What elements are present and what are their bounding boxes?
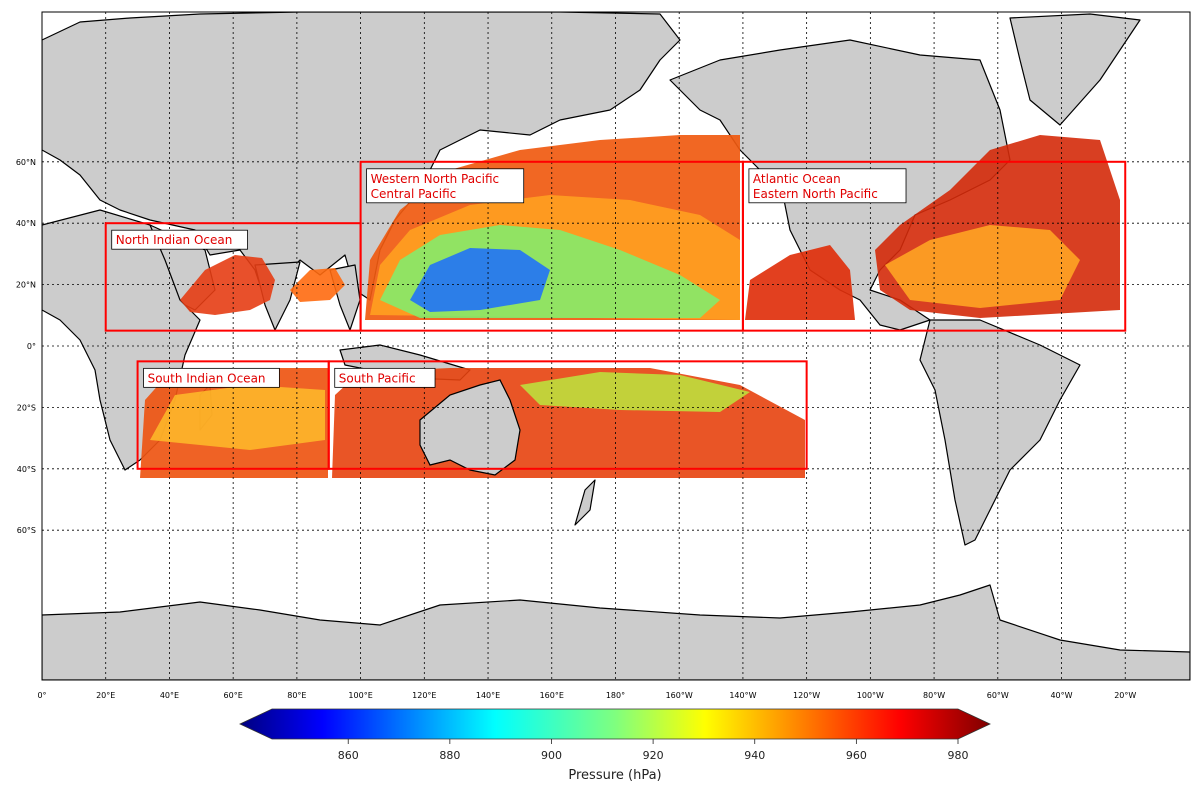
longitude-tick-label: 60°E (224, 691, 243, 700)
land-antarctica (42, 584, 1190, 680)
colorbar-tick-label: 880 (439, 749, 460, 762)
australia-overlay (419, 379, 521, 476)
colorbar-tick-label: 940 (744, 749, 765, 762)
region-label-box (748, 168, 907, 204)
colorbar-tick-label: 860 (338, 749, 359, 762)
latitude-tick-label: 0° (27, 342, 36, 351)
longitude-tick-label: 60°W (987, 691, 1009, 700)
map-frame (41, 11, 1191, 681)
longitude-tick-label: 20°W (1114, 691, 1136, 700)
longitude-tick-label: 120°W (793, 691, 820, 700)
longitude-tick-label: 40°W (1050, 691, 1072, 700)
longitude-tick-label: 140°W (729, 691, 756, 700)
longitude-tick-label: 80°E (287, 691, 306, 700)
region-box (327, 360, 808, 470)
longitude-tick-label: 100°E (348, 691, 372, 700)
tracks-western-pacific-intense (410, 248, 550, 312)
colorbar: 860 880 900 920 940 960 980 Pressure (hPa) (239, 708, 991, 783)
region-label: Eastern North Pacific (753, 187, 878, 201)
longitude-tick-label: 160°W (666, 691, 693, 700)
land-new-zealand (574, 479, 596, 526)
region-label-box (334, 367, 436, 388)
longitude-tick-label: 0° (37, 691, 46, 700)
longitude-tick-label: 80°W (923, 691, 945, 700)
region-label: Atlantic Ocean (753, 172, 841, 186)
longitude-tick-labels: 0° 20°E 40°E 60°E 80°E 100°E 120°E 140°E 160°E 18… (37, 691, 1136, 700)
latitude-tick-label: 20°N (16, 281, 36, 290)
longitude-tick-label: 180° (606, 691, 625, 700)
tracks-eastern-pacific (745, 245, 855, 320)
longitude-tick-label: 120°E (412, 691, 436, 700)
tracks-south-indian-inner (150, 385, 325, 450)
latitude-tick-labels: 60°N 40°N 20°N 0° 20°S 40°S 60°S (16, 158, 36, 535)
longitude-tick-label: 20°E (96, 691, 115, 700)
colorbar-label: Pressure (hPa) (568, 768, 661, 783)
latitude-tick-label: 40°N (16, 219, 36, 228)
colorbar-body (239, 708, 991, 740)
region-boxes: North Indian Ocean Western North PacificC… (104, 160, 1127, 470)
latitude-tick-label: 60°N (16, 158, 36, 167)
region-box (741, 160, 1127, 332)
longitude-tick-label: 140°E (476, 691, 500, 700)
longitude-tick-label: 40°E (160, 691, 179, 700)
land-greenland (1009, 13, 1141, 126)
latitude-tick-label: 40°S (17, 465, 36, 474)
latitude-tick-label: 20°S (17, 403, 36, 412)
region-label: North Indian Ocean (116, 233, 233, 247)
region-label: Western North Pacific (371, 172, 500, 186)
tracks-south-pacific-inner (520, 372, 750, 412)
colorbar-tick-label: 980 (948, 749, 969, 762)
region-label-box (366, 168, 525, 204)
region-label: South Indian Ocean (148, 371, 266, 385)
longitude-tick-label: 160°E (540, 691, 564, 700)
colorbar-ticks: 860 880 900 920 940 960 980 (338, 739, 969, 762)
region-label: South Pacific (339, 371, 416, 385)
region-label-box (111, 229, 248, 250)
region-label: Central Pacific (371, 187, 457, 201)
map-content (42, 12, 1190, 680)
colorbar-tick-label: 920 (643, 749, 664, 762)
region-label-box (143, 367, 280, 388)
land-south-america (919, 319, 1081, 546)
latitude-tick-label: 60°S (17, 526, 36, 535)
longitude-tick-label: 100°W (857, 691, 884, 700)
cyclone-tracks (140, 135, 1120, 478)
colorbar-tick-label: 960 (846, 749, 867, 762)
colorbar-tick-label: 900 (541, 749, 562, 762)
